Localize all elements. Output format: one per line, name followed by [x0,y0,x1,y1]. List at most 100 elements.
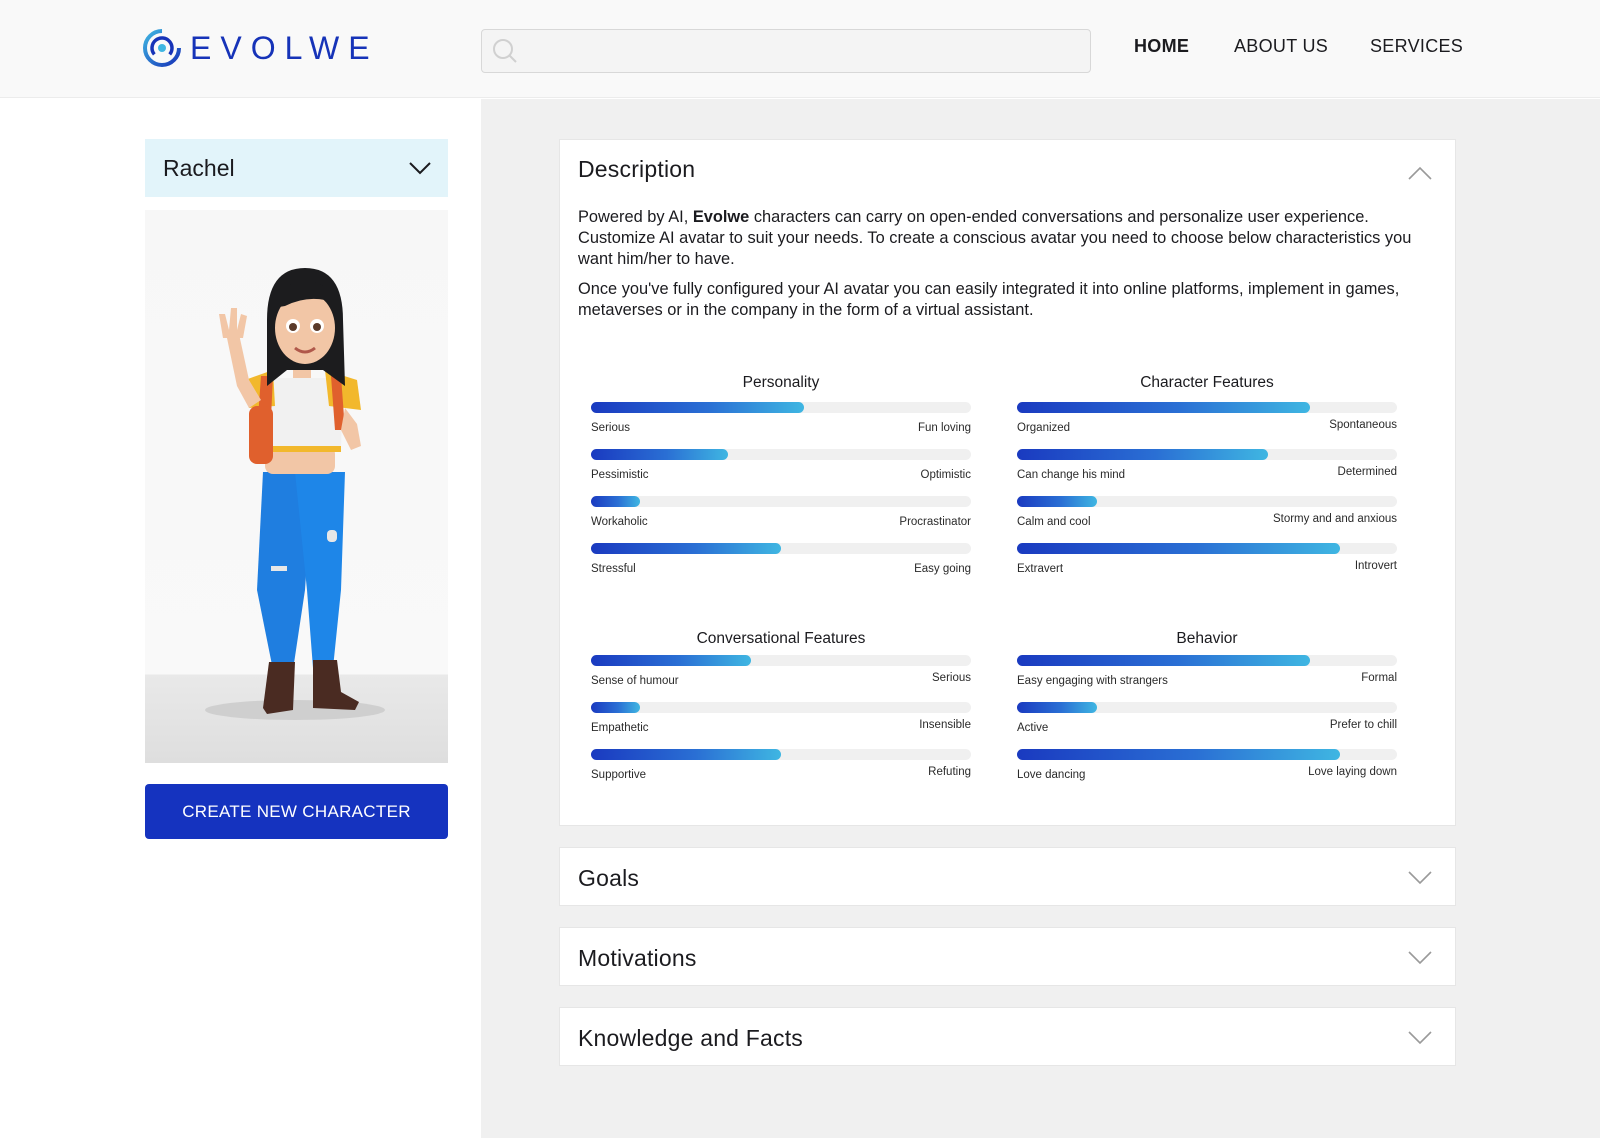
slider-right-label: Formal [1361,672,1397,684]
search-icon [493,39,517,63]
slider-fill [1017,402,1310,413]
slider-left-label: Stressful [591,563,636,575]
logo-swirl-icon [143,29,181,67]
trait-slider[interactable]: Can change his mind Determined [1017,449,1397,489]
chevron-up-icon[interactable] [1407,160,1433,186]
slider-right-label: Refuting [928,766,971,778]
slider-track[interactable] [1017,496,1397,507]
description-title: Description [578,156,696,182]
slider-fill [1017,449,1268,460]
slider-right-label: Optimistic [920,469,971,481]
trait-slider[interactable]: Calm and cool Stormy and and anxious [1017,496,1397,536]
trait-slider[interactable]: Serious Fun loving [591,402,971,442]
slider-track[interactable] [1017,749,1397,760]
slider-track[interactable] [591,543,971,554]
slider-track[interactable] [1017,702,1397,713]
slider-track[interactable] [591,749,971,760]
slider-fill [1017,749,1340,760]
slider-track[interactable] [1017,402,1397,413]
chevron-down-icon[interactable] [1407,864,1433,890]
nav-about-us[interactable]: ABOUT US [1234,36,1329,56]
nav-services[interactable]: SERVICES [1370,36,1464,56]
slider-right-label: Insensible [919,719,971,731]
slider-fill [591,496,641,507]
description-section: Description Powered by AI, Evolwe charac… [559,139,1456,826]
slider-track[interactable] [591,449,971,460]
slider-left-label: Calm and cool [1017,516,1091,528]
description-paragraph-1: Powered by AI, Evolwe characters can car… [578,208,1412,268]
header: EVOLWE HOME ABOUT US SERVICES [0,0,1600,98]
trait-slider[interactable]: Sense of humour Serious [591,655,971,695]
chevron-down-icon[interactable] [1407,1024,1433,1050]
motivations-section[interactable]: Motivations [559,927,1456,986]
slider-left-label: Supportive [591,769,646,781]
character-panel: Rachel [0,99,481,1138]
knowledge-and-facts-section[interactable]: Knowledge and Facts [559,1007,1456,1066]
slider-fill [591,449,728,460]
trait-slider[interactable]: Active Prefer to chill [1017,702,1397,742]
slider-left-label: Easy engaging with strangers [1017,675,1168,687]
create-new-character-button[interactable]: CREATE NEW CHARACTER [145,784,448,839]
slider-left-label: Love dancing [1017,769,1086,781]
character-select[interactable]: Rachel [145,139,448,197]
chevron-down-icon [409,162,431,175]
slider-track[interactable] [1017,655,1397,666]
slider-left-label: Pessimistic [591,469,649,481]
slider-right-label: Easy going [914,563,971,575]
logo-text: EVOLWE [190,30,379,66]
description-text: Powered by AI, Evolwe characters can car… [578,207,1438,330]
slider-track[interactable] [591,702,971,713]
slider-track[interactable] [591,496,971,507]
details-panel: Description Powered by AI, Evolwe charac… [481,99,1600,1138]
avatar-preview [145,210,448,763]
slider-right-label: Determined [1337,466,1397,478]
trait-slider[interactable]: Workaholic Procrastinator [591,496,971,536]
nav-home[interactable]: HOME [1134,36,1190,56]
trait-slider[interactable]: Love dancing Love laying down [1017,749,1397,789]
trait-slider[interactable]: Stressful Easy going [591,543,971,583]
slider-track[interactable] [1017,543,1397,554]
trait-slider[interactable]: Supportive Refuting [591,749,971,789]
character-select-value: Rachel [163,154,235,181]
chevron-down-icon[interactable] [1407,944,1433,970]
slider-right-label: Love laying down [1308,766,1397,778]
slider-fill [591,543,781,554]
slider-right-label: Procrastinator [899,516,971,528]
slider-left-label: Can change his mind [1017,469,1126,481]
knowledge-and-facts-title: Knowledge and Facts [578,1025,803,1051]
logo[interactable]: EVOLWE [142,28,379,68]
slider-fill [591,749,781,760]
slider-left-label: Sense of humour [591,675,679,687]
goals-title: Goals [578,865,640,891]
avatar-illustration [205,268,385,720]
slider-track[interactable] [591,402,971,413]
slider-right-label: Spontaneous [1329,419,1397,431]
search-input[interactable] [526,31,1090,71]
slider-left-label: Organized [1017,422,1071,434]
trait-slider[interactable]: Organized Spontaneous [1017,402,1397,442]
slider-left-label: Serious [591,422,630,434]
slider-left-label: Active [1017,722,1049,734]
slider-track[interactable] [591,655,971,666]
search-bar[interactable] [481,29,1091,73]
slider-track[interactable] [1017,449,1397,460]
trait-slider[interactable]: Easy engaging with strangers Formal [1017,655,1397,695]
goals-section[interactable]: Goals [559,847,1456,906]
brand-name: Evolwe [692,208,750,226]
motivations-title: Motivations [578,945,697,971]
trait-slider[interactable]: Extravert Introvert [1017,543,1397,583]
trait-group-title: Behavior [1176,630,1238,647]
slider-left-label: Empathetic [591,722,649,734]
slider-right-label: Fun loving [917,422,971,434]
trait-group-title: Conversational Features [696,630,866,647]
slider-right-label: Serious [932,672,971,684]
trait-slider[interactable]: Empathetic Insensible [591,702,971,742]
slider-right-label: Prefer to chill [1329,719,1397,731]
slider-fill [591,702,641,713]
trait-group-title: Character Features [1140,374,1274,391]
slider-left-label: Workaholic [591,516,648,528]
trait-slider[interactable]: Pessimistic Optimistic [591,449,971,489]
slider-fill [591,655,751,666]
slider-left-label: Extravert [1017,563,1064,575]
slider-fill [1017,496,1097,507]
